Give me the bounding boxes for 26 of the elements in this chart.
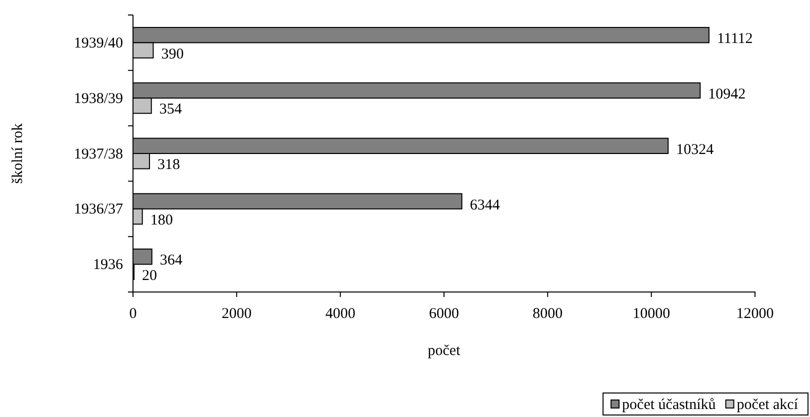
data-label: 6344 xyxy=(470,197,500,214)
x-tick-label: 12000 xyxy=(736,306,774,322)
data-label: 390 xyxy=(161,46,184,62)
data-label: 11112 xyxy=(716,31,753,48)
legend-label: počet účastníků xyxy=(622,397,716,413)
data-label: 180 xyxy=(150,212,173,229)
x-axis-title: počet xyxy=(428,343,462,359)
x-tick-label: 10000 xyxy=(632,306,670,322)
data-label: 10942 xyxy=(708,86,746,102)
y-tick-label: 1936/37 xyxy=(74,202,124,218)
legend-label: počet akcí xyxy=(736,397,799,413)
y-axis-title: školní rok xyxy=(10,122,26,184)
data-label: 364 xyxy=(160,252,183,269)
y-tick-label: 1937/38 xyxy=(74,146,123,162)
data-label: 20 xyxy=(142,268,158,284)
x-tick-label: 8000 xyxy=(532,306,563,322)
x-tick-label: 4000 xyxy=(325,306,356,322)
y-tick-label: 1939/40 xyxy=(74,36,123,52)
data-label: 354 xyxy=(159,102,182,118)
data-label: 10324 xyxy=(676,142,714,158)
x-tick-label: 6000 xyxy=(429,306,459,322)
y-tick-label: 1936 xyxy=(93,257,124,274)
data-label: 318 xyxy=(157,157,180,174)
y-tick-label: 1938/39 xyxy=(74,90,123,107)
x-tick-label: 2000 xyxy=(222,306,252,322)
x-tick-label: 0 xyxy=(129,306,137,322)
